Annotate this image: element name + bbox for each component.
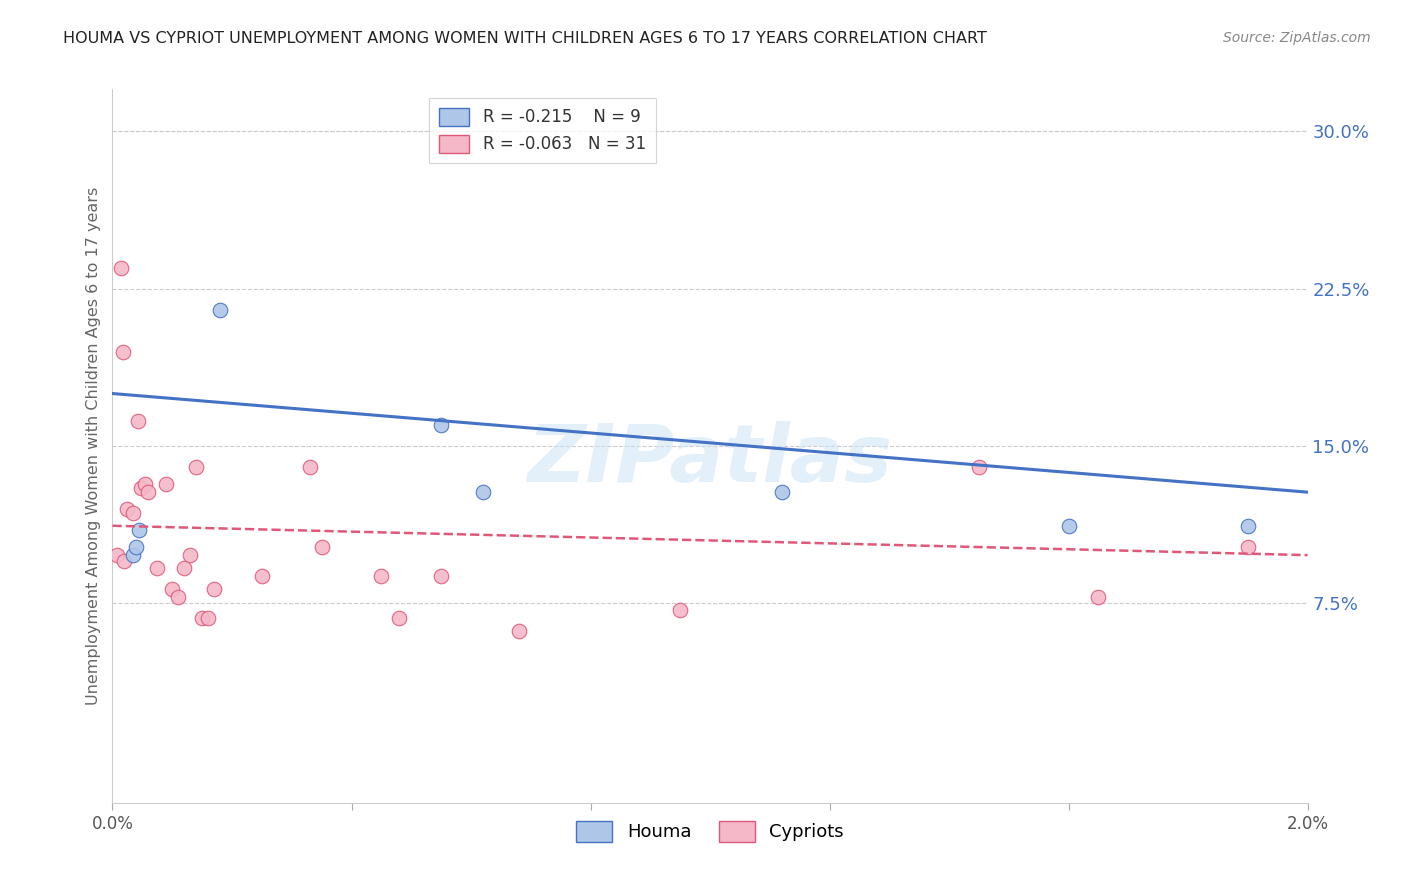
Point — [162, 582, 183, 596]
Text: HOUMA VS CYPRIOT UNEMPLOYMENT AMONG WOMEN WITH CHILDREN AGES 6 TO 17 YEARS CORRE: HOUMA VS CYPRIOT UNEMPLOYMENT AMONG WOME… — [63, 31, 987, 46]
Point — [1087, 590, 1109, 604]
Point — [167, 590, 190, 604]
Point — [112, 344, 135, 359]
Y-axis label: Unemployment Among Women with Children Ages 6 to 17 years: Unemployment Among Women with Children A… — [86, 187, 101, 705]
Point — [472, 485, 495, 500]
Point — [129, 481, 152, 495]
Point — [311, 540, 333, 554]
Point — [134, 476, 156, 491]
Point — [125, 540, 148, 554]
Legend: Houma, Cypriots: Houma, Cypriots — [568, 812, 852, 851]
Point — [128, 523, 150, 537]
Point — [146, 560, 169, 574]
Point — [191, 611, 214, 625]
Point — [114, 554, 135, 568]
Point — [669, 603, 692, 617]
Point — [1057, 518, 1080, 533]
Point — [173, 560, 195, 574]
Point — [508, 624, 530, 638]
Point — [202, 582, 225, 596]
Point — [770, 485, 793, 500]
Point — [209, 302, 232, 317]
Point — [370, 569, 392, 583]
Point — [138, 485, 160, 500]
Point — [122, 506, 145, 520]
Point — [388, 611, 411, 625]
Text: Source: ZipAtlas.com: Source: ZipAtlas.com — [1223, 31, 1371, 45]
Point — [1237, 518, 1260, 533]
Point — [967, 460, 990, 475]
Point — [179, 548, 201, 562]
Point — [1237, 540, 1260, 554]
Point — [250, 569, 273, 583]
Point — [122, 548, 145, 562]
Point — [186, 460, 208, 475]
Point — [197, 611, 219, 625]
Point — [430, 569, 453, 583]
Point — [127, 414, 149, 428]
Point — [155, 476, 177, 491]
Text: ZIPatlas: ZIPatlas — [527, 421, 893, 500]
Point — [117, 502, 139, 516]
Point — [110, 260, 132, 275]
Point — [105, 548, 128, 562]
Point — [298, 460, 321, 475]
Point — [430, 417, 453, 432]
